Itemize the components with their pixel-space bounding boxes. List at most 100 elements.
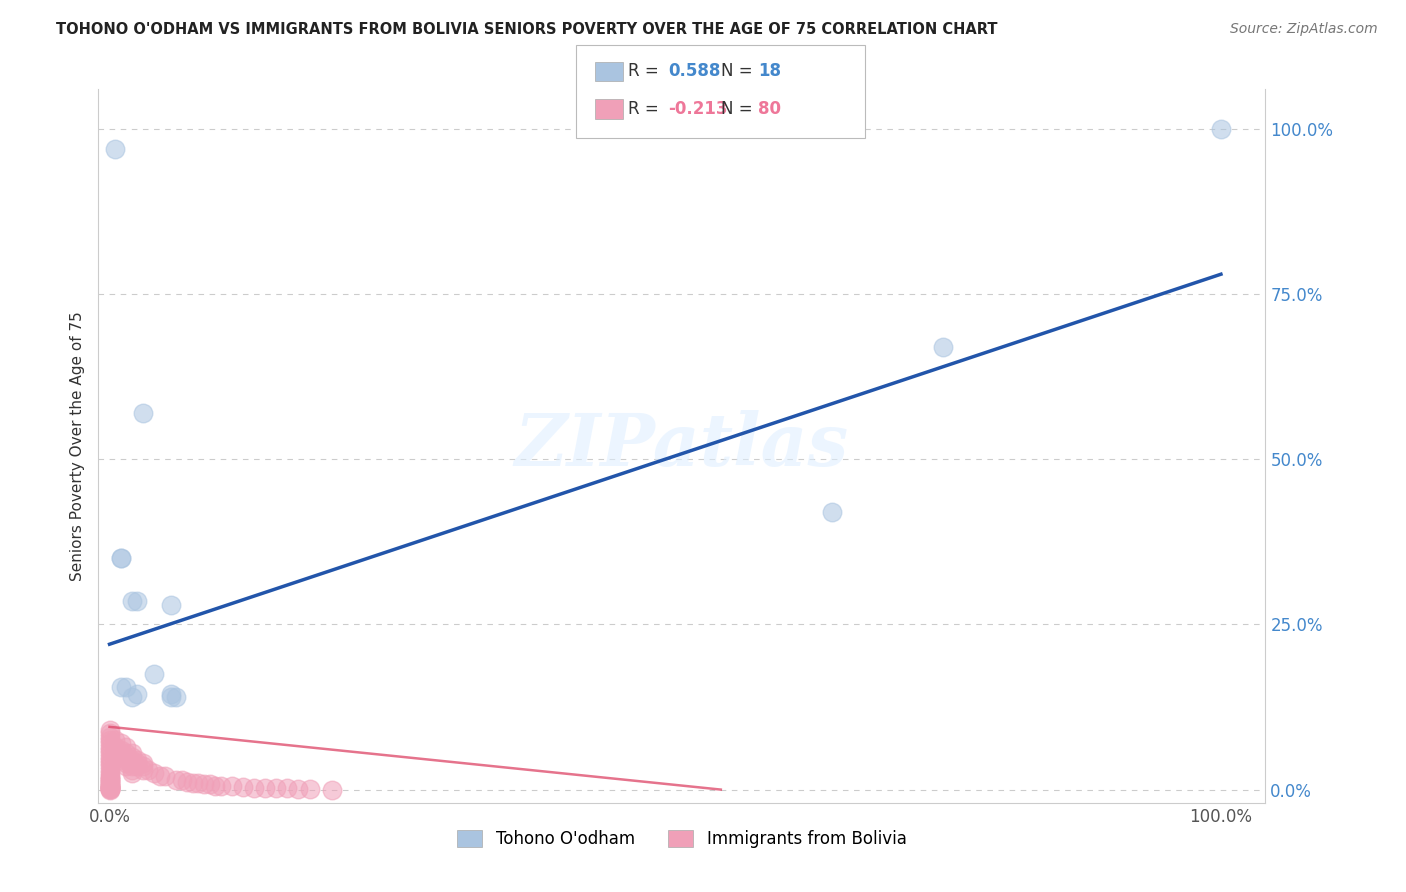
Point (110, 551, 132, 566)
Point (110, 746, 132, 760)
Point (132, 756, 155, 771)
Point (298, 781, 321, 796)
Point (132, 406, 155, 420)
Point (254, 780, 277, 795)
Point (143, 766, 166, 780)
Point (98, 779, 121, 793)
Point (187, 776, 209, 790)
Point (110, 749, 132, 764)
Point (98, 756, 121, 771)
Point (98, 730, 121, 744)
Point (1209, 121, 1232, 136)
Point (121, 759, 143, 773)
Point (98, 763, 121, 777)
Point (127, 756, 149, 771)
Legend: Tohono O'odham, Immigrants from Bolivia: Tohono O'odham, Immigrants from Bolivia (451, 823, 912, 855)
Text: N =: N = (721, 62, 758, 80)
Point (98, 781, 121, 796)
Point (132, 763, 155, 777)
Point (104, 142, 127, 156)
Point (121, 756, 143, 771)
Point (221, 779, 243, 793)
Point (98, 780, 121, 794)
Point (932, 340, 955, 354)
Text: TOHONO O'ODHAM VS IMMIGRANTS FROM BOLIVIA SENIORS POVERTY OVER THE AGE OF 75 COR: TOHONO O'ODHAM VS IMMIGRANTS FROM BOLIVI… (56, 22, 998, 37)
Point (98, 739, 121, 754)
Point (132, 759, 155, 773)
Point (198, 777, 221, 791)
Point (110, 680, 132, 694)
Point (110, 753, 132, 767)
Point (110, 743, 132, 757)
Point (159, 598, 181, 612)
Point (276, 781, 298, 796)
Point (127, 759, 149, 773)
Point (115, 756, 138, 771)
Point (121, 749, 143, 764)
Point (98, 781, 121, 796)
Point (143, 667, 166, 681)
Point (165, 772, 187, 787)
Y-axis label: Seniors Poverty Over the Age of 75: Seniors Poverty Over the Age of 75 (69, 311, 84, 581)
Point (176, 774, 198, 789)
Point (153, 769, 176, 783)
Text: 18: 18 (758, 62, 780, 80)
Point (209, 779, 232, 793)
Text: 80: 80 (758, 100, 780, 118)
Point (98, 781, 121, 796)
Point (287, 781, 309, 796)
Point (98, 776, 121, 790)
Point (98, 753, 121, 767)
Point (98, 746, 121, 760)
Point (104, 733, 127, 747)
Point (165, 690, 187, 704)
Point (98, 726, 121, 740)
Point (127, 687, 149, 701)
Point (98, 749, 121, 764)
Point (127, 594, 149, 608)
Point (98, 743, 121, 757)
Point (98, 723, 121, 738)
Point (104, 739, 127, 754)
Point (159, 687, 181, 701)
Point (232, 780, 254, 794)
Point (193, 777, 215, 791)
Point (159, 690, 181, 704)
Point (107, 743, 129, 757)
Point (115, 746, 138, 760)
Point (107, 746, 129, 760)
Point (98, 782, 121, 797)
Text: 0.588: 0.588 (668, 62, 720, 80)
Point (98, 769, 121, 783)
Point (121, 766, 143, 780)
Point (121, 753, 143, 767)
Point (121, 690, 143, 704)
Point (121, 594, 143, 608)
Point (204, 779, 226, 793)
Point (110, 736, 132, 750)
Point (115, 759, 138, 773)
Point (115, 753, 138, 767)
Point (98, 733, 121, 747)
Point (110, 551, 132, 566)
Point (321, 782, 343, 797)
Point (98, 773, 121, 788)
Text: ZIPatlas: ZIPatlas (515, 410, 849, 482)
Text: R =: R = (628, 100, 665, 118)
Point (98, 781, 121, 796)
Point (127, 753, 149, 767)
Point (148, 769, 170, 783)
Point (98, 736, 121, 750)
Point (115, 680, 138, 694)
Point (115, 739, 138, 754)
Point (115, 749, 138, 764)
Text: N =: N = (721, 100, 758, 118)
Point (98, 759, 121, 773)
Point (170, 772, 193, 787)
Point (98, 774, 121, 789)
Point (98, 779, 121, 793)
Point (98, 777, 121, 791)
Point (121, 746, 143, 760)
Point (181, 776, 204, 790)
Point (98, 780, 121, 795)
